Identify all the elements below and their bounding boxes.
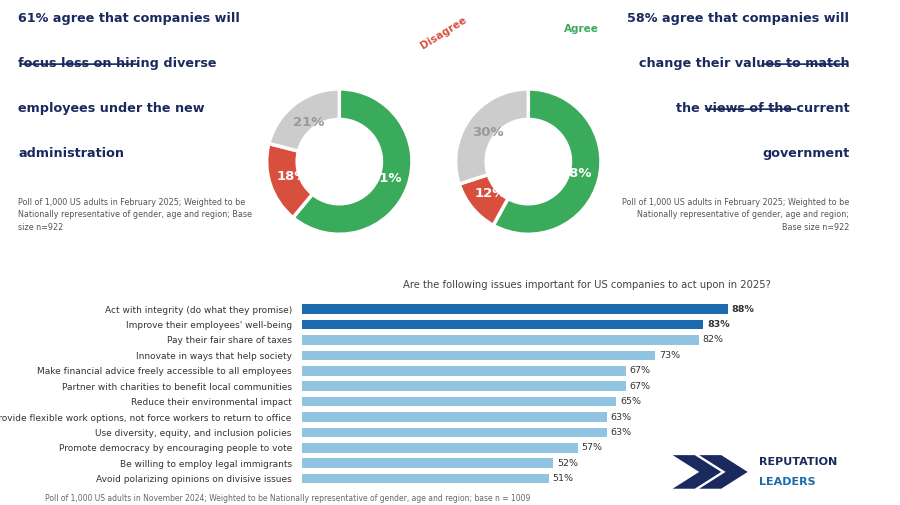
Bar xyxy=(302,366,626,376)
Text: 21%: 21% xyxy=(293,116,325,129)
Text: LEADERS: LEADERS xyxy=(759,477,815,487)
Text: 18%: 18% xyxy=(276,170,308,183)
Text: 63%: 63% xyxy=(610,413,632,422)
Bar xyxy=(302,397,616,407)
Text: 73%: 73% xyxy=(659,351,680,360)
Bar xyxy=(302,459,554,468)
Bar xyxy=(302,381,626,391)
Text: 30%: 30% xyxy=(472,126,504,139)
Text: 65%: 65% xyxy=(620,397,641,406)
Text: Poll of 1,000 US adults in February 2025; Weighted to be
Nationally representati: Poll of 1,000 US adults in February 2025… xyxy=(622,198,850,232)
Text: focus less on hiring diverse: focus less on hiring diverse xyxy=(18,57,217,70)
Text: change their values to match: change their values to match xyxy=(638,57,850,70)
Text: Poll of 1,000 US adults in February 2025; Weighted to be
Nationally representati: Poll of 1,000 US adults in February 2025… xyxy=(18,198,252,232)
Bar xyxy=(302,350,655,360)
Text: 51%: 51% xyxy=(553,474,573,483)
Bar xyxy=(302,412,607,422)
Text: the views of the current: the views of the current xyxy=(676,102,850,115)
Text: REPUTATION: REPUTATION xyxy=(759,458,837,467)
Bar xyxy=(302,428,607,437)
Bar xyxy=(302,305,728,314)
Text: 67%: 67% xyxy=(630,366,651,375)
Text: 67%: 67% xyxy=(630,382,651,391)
Text: 83%: 83% xyxy=(707,320,730,329)
Text: 82%: 82% xyxy=(703,335,724,344)
Text: administration: administration xyxy=(18,147,124,160)
Text: 61% agree that companies will: 61% agree that companies will xyxy=(18,12,240,25)
Text: government: government xyxy=(762,147,850,160)
Wedge shape xyxy=(459,175,508,225)
Polygon shape xyxy=(672,455,721,489)
Text: 57%: 57% xyxy=(581,443,602,452)
Text: 58%: 58% xyxy=(561,167,592,180)
Bar xyxy=(302,320,704,329)
Wedge shape xyxy=(269,89,339,151)
Text: 52%: 52% xyxy=(557,459,578,468)
Text: 88%: 88% xyxy=(732,305,754,314)
Wedge shape xyxy=(493,89,601,234)
Text: 58% agree that companies will: 58% agree that companies will xyxy=(627,12,850,25)
Polygon shape xyxy=(699,455,748,489)
Text: 63%: 63% xyxy=(610,428,632,437)
Text: 61%: 61% xyxy=(370,172,401,185)
Text: Agree: Agree xyxy=(563,24,598,34)
Wedge shape xyxy=(266,143,312,218)
Text: Disagree: Disagree xyxy=(418,15,468,51)
Text: Poll of 1,000 US adults in November 2024; Weighted to be Nationally representati: Poll of 1,000 US adults in November 2024… xyxy=(45,494,530,503)
Title: Are the following issues important for US companies to act upon in 2025?: Are the following issues important for U… xyxy=(403,280,771,290)
Text: employees under the new: employees under the new xyxy=(18,102,205,115)
Bar xyxy=(302,443,578,452)
Wedge shape xyxy=(293,89,412,234)
Text: 12%: 12% xyxy=(474,187,506,199)
Bar xyxy=(302,474,548,483)
Wedge shape xyxy=(455,89,528,184)
Bar xyxy=(302,335,698,345)
